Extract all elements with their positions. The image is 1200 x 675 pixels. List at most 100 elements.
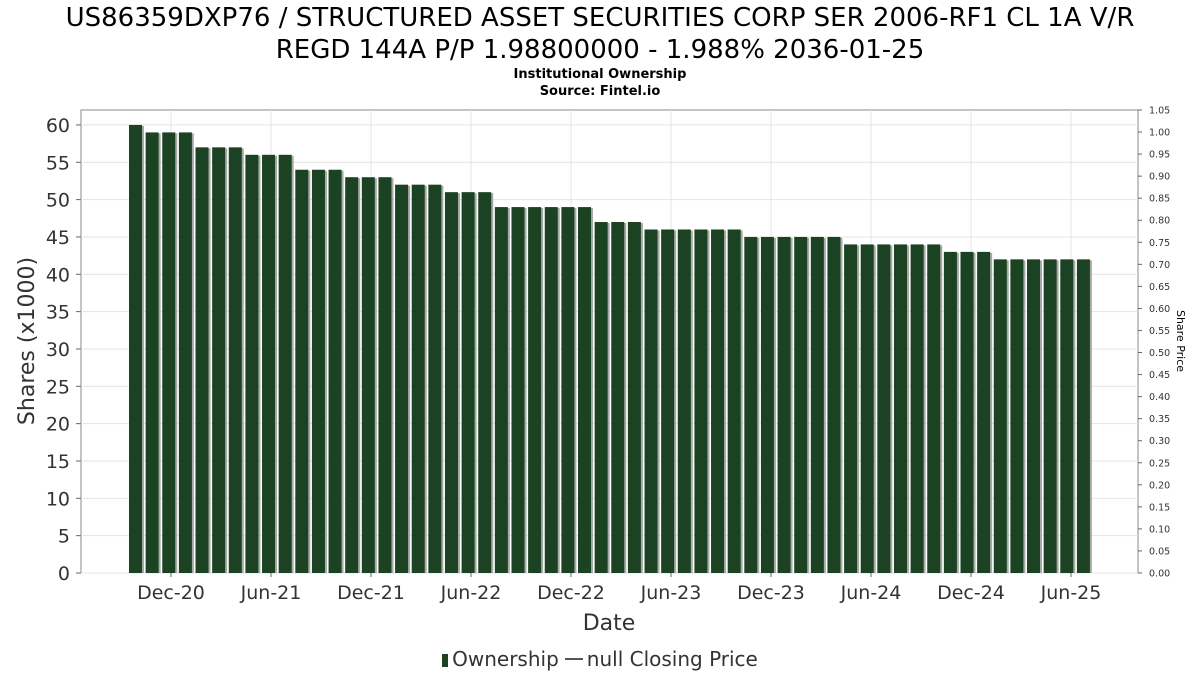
y2-axis-title: Share Price bbox=[1174, 310, 1187, 372]
ownership-bar bbox=[1027, 259, 1041, 573]
ownership-bar bbox=[129, 124, 142, 573]
ownership-bar bbox=[810, 236, 824, 574]
ownership-bar bbox=[511, 207, 525, 574]
y2-tick-label: 0.20 bbox=[1149, 480, 1170, 491]
ownership-bar bbox=[578, 207, 592, 574]
ownership-bar bbox=[544, 207, 558, 574]
y2-tick-label: 0.15 bbox=[1149, 502, 1170, 513]
y2-tick-label: 1.00 bbox=[1149, 128, 1170, 139]
ownership-bar bbox=[993, 259, 1007, 573]
ownership-bar bbox=[677, 229, 691, 573]
x-tick-label: Dec-23 bbox=[737, 582, 805, 604]
price-legend-label: null Closing Price bbox=[586, 647, 758, 671]
ownership-bar bbox=[228, 147, 242, 573]
ownership-bar bbox=[361, 177, 375, 574]
y2-tick-label: 0.30 bbox=[1149, 436, 1170, 447]
ownership-bar bbox=[461, 192, 475, 574]
ownership-bar bbox=[1060, 259, 1074, 573]
x-tick-label: Jun-21 bbox=[240, 582, 302, 604]
x-tick-label: Jun-23 bbox=[640, 582, 702, 604]
x-tick-label: Dec-21 bbox=[337, 582, 405, 604]
y2-tick-label: 0.05 bbox=[1149, 546, 1170, 557]
ownership-bar bbox=[627, 222, 641, 574]
ownership-bar bbox=[145, 132, 159, 573]
ownership-bar bbox=[977, 251, 991, 574]
y-tick-label: 60 bbox=[46, 115, 70, 137]
ownership-bar bbox=[245, 154, 259, 573]
ownership-bar bbox=[295, 169, 309, 573]
ownership-bar bbox=[378, 177, 392, 574]
y2-tick-label: 0.65 bbox=[1149, 282, 1170, 293]
y2-tick-label: 0.40 bbox=[1149, 392, 1170, 403]
x-tick-label: Jun-25 bbox=[1040, 582, 1102, 604]
y2-tick-label: 0.60 bbox=[1149, 304, 1170, 315]
y-tick-label: 15 bbox=[46, 451, 70, 473]
ownership-bar bbox=[777, 236, 791, 574]
x-tick-label: Jun-24 bbox=[840, 582, 902, 604]
x-tick-label: Dec-24 bbox=[937, 582, 1005, 604]
ownership-legend-swatch bbox=[442, 654, 449, 667]
chart-legend: Ownership null Closing Price bbox=[0, 647, 1200, 671]
y2-tick-label: 0.75 bbox=[1149, 238, 1170, 249]
y-tick-label: 5 bbox=[58, 526, 70, 548]
ownership-bar bbox=[528, 207, 542, 574]
ownership-bar bbox=[395, 184, 409, 573]
y2-tick-label: 0.45 bbox=[1149, 370, 1170, 381]
y-tick-label: 50 bbox=[46, 190, 70, 212]
ownership-legend-label: Ownership bbox=[452, 647, 559, 671]
y-tick-label: 10 bbox=[46, 488, 70, 510]
y-tick-label: 25 bbox=[46, 376, 70, 398]
x-tick-label: Dec-20 bbox=[137, 582, 205, 604]
ownership-bar bbox=[411, 184, 425, 573]
y2-tick-label: 0.90 bbox=[1149, 172, 1170, 183]
ownership-bar bbox=[278, 154, 292, 573]
ownership-bar bbox=[893, 244, 907, 573]
x-tick-label: Dec-22 bbox=[537, 582, 605, 604]
ownership-bar bbox=[594, 222, 608, 574]
y2-tick-label: 0.25 bbox=[1149, 458, 1170, 469]
y2-tick-label: 0.55 bbox=[1149, 326, 1170, 337]
ownership-bar bbox=[195, 147, 209, 573]
ownership-bar bbox=[178, 132, 192, 573]
y2-tick-label: 0.85 bbox=[1149, 194, 1170, 205]
y-axis-title: Shares (x1000) bbox=[15, 257, 40, 425]
y-tick-label: 30 bbox=[46, 339, 70, 361]
y-tick-label: 45 bbox=[46, 227, 70, 249]
y2-tick-label: 0.35 bbox=[1149, 414, 1170, 425]
ownership-bar bbox=[661, 229, 675, 573]
ownership-bar bbox=[760, 236, 774, 574]
ownership-bar bbox=[478, 192, 492, 574]
y2-tick-label: 0.80 bbox=[1149, 216, 1170, 227]
y2-tick-label: 0.00 bbox=[1149, 569, 1170, 580]
ownership-bar bbox=[428, 184, 442, 573]
ownership-bar bbox=[744, 236, 758, 574]
ownership-bar bbox=[311, 169, 325, 573]
chart-title-line-1: US86359DXP76 / STRUCTURED ASSET SECURITI… bbox=[65, 3, 1135, 33]
ownership-bar bbox=[162, 132, 176, 573]
y2-tick-label: 0.50 bbox=[1149, 348, 1170, 359]
y2-tick-label: 0.70 bbox=[1149, 260, 1170, 271]
ownership-bar bbox=[1076, 259, 1090, 573]
ownership-bar bbox=[561, 207, 575, 574]
y-tick-label: 20 bbox=[46, 414, 70, 436]
ownership-bar bbox=[212, 147, 226, 573]
x-tick-label: Jun-22 bbox=[440, 582, 502, 604]
chart-title-line-2: REGD 144A P/P 1.98800000 - 1.988% 2036-0… bbox=[275, 35, 925, 65]
y2-tick-label: 0.10 bbox=[1149, 524, 1170, 535]
y-tick-label: 35 bbox=[46, 302, 70, 324]
ownership-bar bbox=[794, 236, 808, 574]
ownership-bar bbox=[644, 229, 658, 573]
chart-subtitle: Institutional Ownership bbox=[513, 67, 687, 82]
ownership-bar bbox=[444, 192, 458, 574]
ownership-bar bbox=[910, 244, 924, 573]
y2-tick-label: 1.05 bbox=[1149, 106, 1170, 117]
ownership-bar bbox=[611, 222, 625, 574]
ownership-bar bbox=[1010, 259, 1024, 573]
ownership-bar bbox=[262, 154, 276, 573]
y2-tick-label: 0.95 bbox=[1149, 150, 1170, 161]
ownership-bar bbox=[877, 244, 891, 573]
y-tick-label: 55 bbox=[46, 152, 70, 174]
chart-source: Source: Fintel.io bbox=[539, 84, 661, 99]
ownership-bar bbox=[860, 244, 874, 573]
